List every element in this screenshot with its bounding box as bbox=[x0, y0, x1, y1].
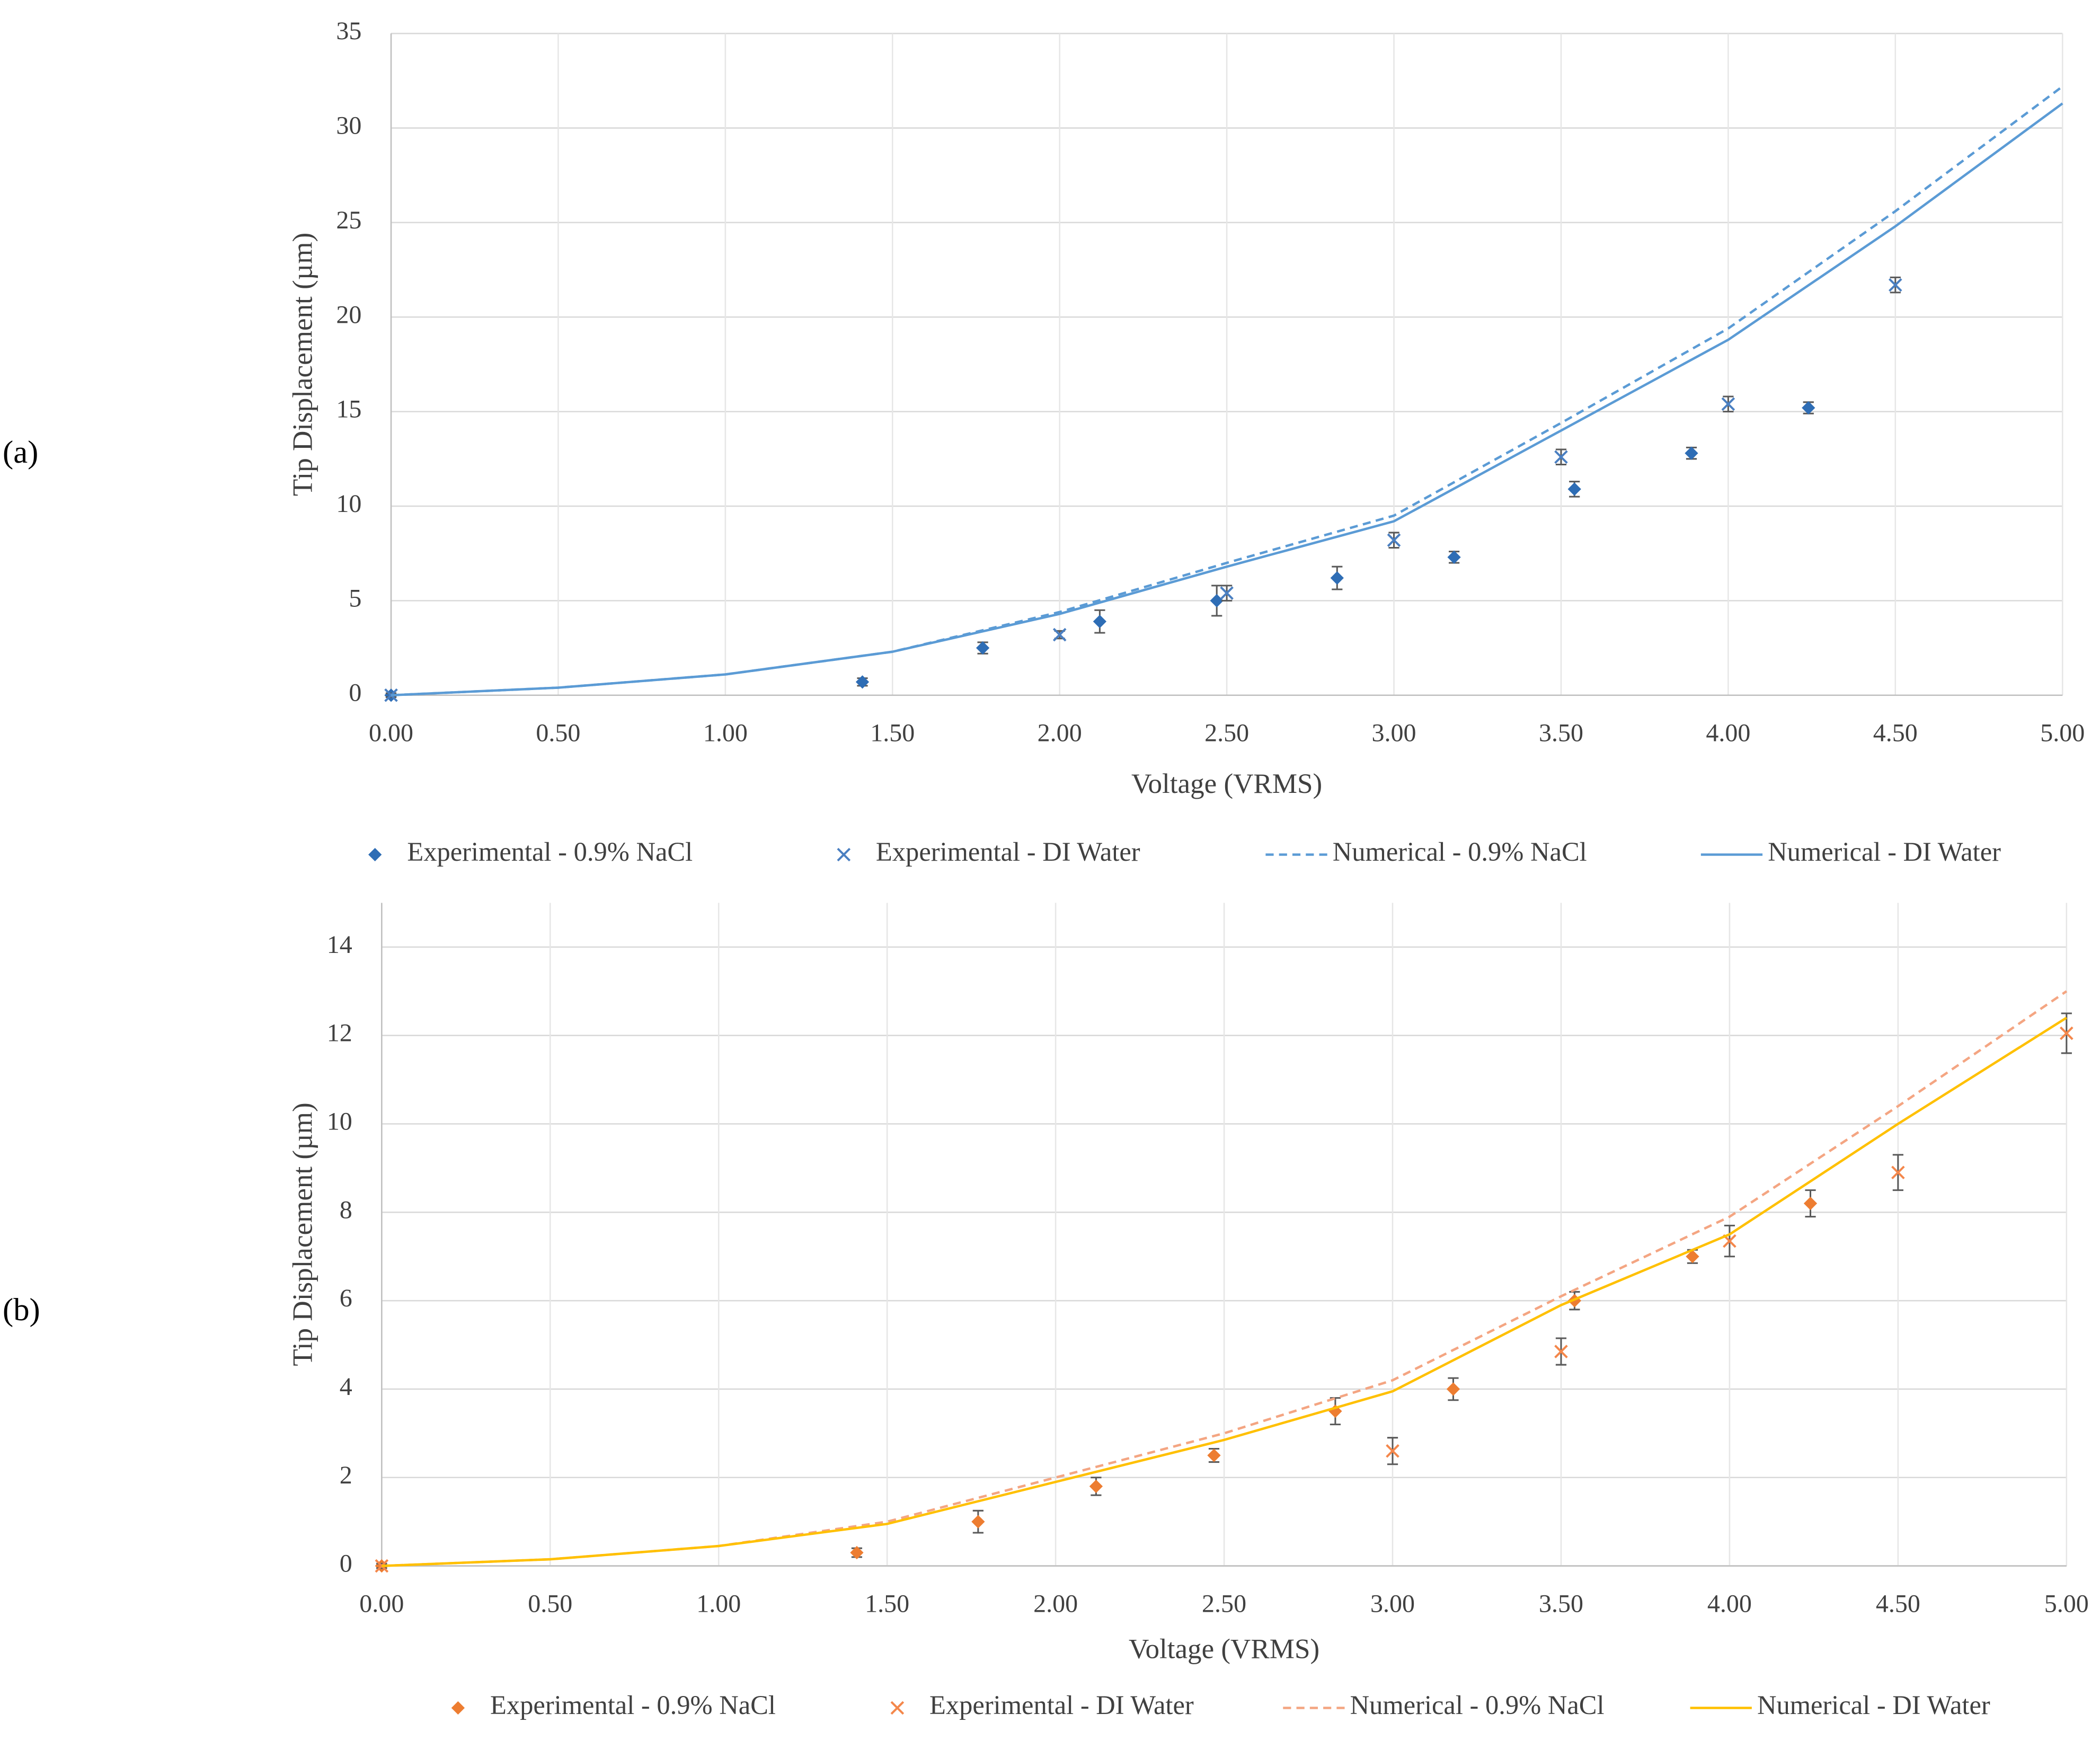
y-tick-label: 15 bbox=[336, 395, 361, 423]
marker-diamond bbox=[1802, 401, 1815, 415]
y-tick-label: 4 bbox=[340, 1373, 352, 1401]
marker-x bbox=[2060, 1026, 2074, 1040]
x-tick-label: 2.50 bbox=[1204, 719, 1249, 747]
y-tick-label: 12 bbox=[327, 1019, 352, 1047]
marker-diamond bbox=[1089, 1479, 1103, 1494]
marker-x bbox=[1220, 586, 1234, 600]
marker-diamond bbox=[1446, 1382, 1460, 1396]
x-tick-label: 3.50 bbox=[1539, 1589, 1583, 1618]
x-tick-label: 1.00 bbox=[696, 1589, 741, 1618]
marker-diamond bbox=[850, 1545, 864, 1560]
y-tick-label: 8 bbox=[340, 1196, 352, 1224]
y-tick-label: 6 bbox=[340, 1284, 352, 1312]
marker-x bbox=[890, 1701, 905, 1715]
y-tick-label: 25 bbox=[336, 206, 361, 234]
marker-x bbox=[1052, 628, 1067, 642]
x-tick-label: 0.00 bbox=[359, 1589, 404, 1618]
legend-label: Experimental - 0.9% NaCl bbox=[490, 1690, 776, 1720]
x-tick-label: 4.50 bbox=[1876, 1589, 1920, 1618]
marker-diamond bbox=[976, 641, 990, 655]
x-tick-label: 2.00 bbox=[1038, 719, 1082, 747]
x-tick-label: 5.00 bbox=[2044, 1589, 2089, 1618]
marker-x bbox=[1554, 450, 1568, 464]
marker-x bbox=[1554, 1345, 1568, 1358]
y-axis-label: Tip Displacement (µm) bbox=[287, 1102, 318, 1366]
x-axis-label: Voltage (VRMS) bbox=[1131, 768, 1322, 799]
x-axis-label: Voltage (VRMS) bbox=[1129, 1633, 1319, 1664]
y-tick-label: 2 bbox=[340, 1461, 352, 1489]
line bbox=[391, 102, 2063, 697]
marker-diamond bbox=[451, 1701, 465, 1715]
legend-label: Experimental - DI Water bbox=[929, 1690, 1194, 1720]
x-tick-label: 0.50 bbox=[536, 719, 580, 747]
marker-x bbox=[837, 847, 851, 862]
marker-diamond bbox=[1567, 482, 1581, 496]
marker-x bbox=[1891, 1165, 1905, 1180]
marker-diamond bbox=[1207, 1448, 1221, 1462]
x-tick-label: 0.00 bbox=[369, 719, 413, 747]
line bbox=[391, 85, 2063, 697]
marker-diamond bbox=[1686, 1250, 1699, 1264]
x-tick-label: 2.00 bbox=[1033, 1589, 1078, 1618]
marker-diamond bbox=[368, 847, 382, 862]
y-tick-label: 20 bbox=[336, 301, 361, 329]
marker-diamond bbox=[1447, 550, 1461, 564]
marker-diamond bbox=[1803, 1196, 1818, 1211]
y-tick-label: 10 bbox=[336, 490, 361, 518]
y-tick-label: 35 bbox=[336, 17, 361, 45]
marker-x bbox=[1386, 1444, 1399, 1458]
line bbox=[382, 1017, 2068, 1567]
y-axis-label: Tip Displacement (µm) bbox=[287, 233, 318, 496]
y-tick-label: 14 bbox=[327, 931, 352, 959]
panel-label: (a) bbox=[3, 435, 38, 470]
legend-label: Numerical - 0.9% NaCl bbox=[1350, 1690, 1605, 1720]
y-tick-label: 0 bbox=[349, 679, 361, 707]
x-tick-label: 1.50 bbox=[865, 1589, 909, 1618]
x-tick-label: 2.50 bbox=[1202, 1589, 1246, 1618]
marker-x bbox=[1721, 397, 1735, 411]
panel-label: (b) bbox=[3, 1292, 40, 1328]
legend-label: Numerical - DI Water bbox=[1757, 1690, 1990, 1720]
legend-label: Experimental - 0.9% NaCl bbox=[407, 837, 693, 867]
x-tick-label: 4.50 bbox=[1873, 719, 1918, 747]
marker-diamond bbox=[1685, 446, 1698, 460]
y-tick-label: 0 bbox=[340, 1550, 352, 1578]
y-tick-label: 5 bbox=[349, 584, 361, 612]
y-tick-label: 30 bbox=[336, 112, 361, 140]
marker-x bbox=[1889, 278, 1902, 292]
x-tick-label: 4.00 bbox=[1707, 1589, 1752, 1618]
x-tick-label: 1.50 bbox=[870, 719, 915, 747]
marker-diamond bbox=[855, 675, 870, 689]
legend-label: Numerical - 0.9% NaCl bbox=[1333, 837, 1587, 867]
marker-x bbox=[1387, 533, 1401, 547]
x-tick-label: 0.50 bbox=[528, 1589, 572, 1618]
x-tick-label: 1.00 bbox=[703, 719, 748, 747]
legend-label: Numerical - DI Water bbox=[1768, 837, 2001, 867]
x-tick-label: 3.00 bbox=[1372, 719, 1416, 747]
legend-label: Experimental - DI Water bbox=[876, 837, 1140, 867]
y-tick-label: 10 bbox=[327, 1108, 352, 1136]
marker-diamond bbox=[1093, 614, 1107, 629]
marker-diamond bbox=[1210, 594, 1224, 608]
x-tick-label: 3.00 bbox=[1370, 1589, 1415, 1618]
marker-diamond bbox=[971, 1515, 985, 1529]
x-tick-label: 3.50 bbox=[1539, 719, 1583, 747]
x-tick-label: 4.00 bbox=[1706, 719, 1750, 747]
marker-diamond bbox=[1330, 571, 1344, 585]
x-tick-label: 5.00 bbox=[2040, 719, 2085, 747]
